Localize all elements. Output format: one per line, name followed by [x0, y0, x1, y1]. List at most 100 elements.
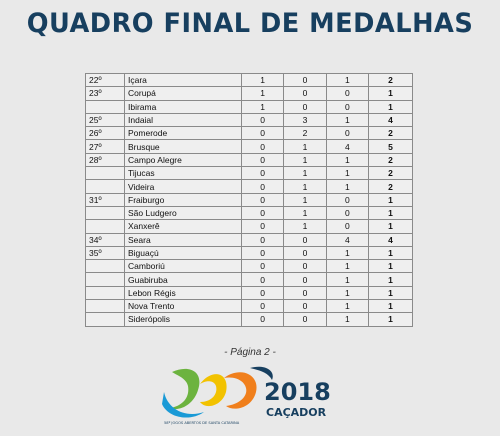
total-cell: 2: [368, 152, 413, 168]
silver-cell: 1: [283, 139, 327, 154]
bronze-cell: 1: [325, 245, 370, 261]
total-cell: 1: [368, 245, 413, 261]
total-cell: 1: [368, 99, 413, 114]
table-row: Lebon Régis 0 0 1 1: [85, 285, 413, 301]
logo-swirl-orange: [224, 372, 257, 409]
gold-cell: 0: [240, 245, 285, 261]
total-cell: 1: [368, 299, 413, 314]
rank-cell: 31º: [85, 192, 125, 207]
rank-cell: [85, 272, 125, 287]
gold-cell: 0: [240, 312, 285, 327]
city-cell: Ibirama: [124, 99, 242, 114]
bronze-cell: 1: [325, 166, 370, 181]
bronze-cell: 0: [325, 192, 370, 207]
table-row: 35º Biguaçú 0 0 1 1: [85, 245, 413, 261]
table-row: Camboriú 0 0 1 1: [85, 259, 413, 274]
gold-cell: 0: [240, 219, 285, 234]
silver-cell: 0: [283, 259, 327, 274]
gold-cell: 1: [240, 86, 285, 101]
total-cell: 1: [368, 272, 413, 287]
city-cell: São Ludgero: [124, 205, 242, 221]
bronze-cell: 1: [325, 112, 370, 128]
table-row: 34º Seara 0 0 4 4: [85, 232, 413, 247]
rank-cell: [85, 299, 125, 314]
silver-cell: 0: [283, 299, 327, 314]
bronze-cell: 1: [325, 179, 370, 194]
logo-swirl-navy: [250, 366, 273, 380]
table-row: Xanxerê 0 1 0 1: [85, 219, 413, 234]
medal-table-body: 22º Içara 1 0 1 2 23º Corupá 1 0 0 1 Ibirama 1 0 0 1 25º I…: [85, 72, 413, 327]
gold-cell: 0: [240, 126, 285, 141]
silver-cell: 0: [283, 72, 327, 88]
silver-cell: 0: [283, 86, 327, 101]
jasc-logo: 2018 CAÇADOR 58º JOGOS ABERTOS DE SANTA …: [162, 366, 331, 425]
city-cell: Biguaçú: [124, 245, 242, 261]
table-row: Ibirama 1 0 0 1: [85, 99, 413, 114]
logo-swirl-green: [170, 368, 200, 410]
logo-swirl-yellow: [200, 374, 227, 407]
medal-table: 22º Içara 1 0 1 2 23º Corupá 1 0 0 1 Ibirama 1 0 0 1 25º I…: [85, 72, 413, 327]
total-cell: 1: [368, 86, 413, 101]
city-cell: Siderópolis: [124, 312, 242, 327]
rank-cell: [85, 179, 125, 194]
total-cell: 1: [368, 312, 413, 327]
table-row: 25º Indaial 0 3 1 4: [85, 112, 413, 128]
rank-cell: [85, 259, 125, 274]
rank-cell: 28º: [85, 152, 125, 168]
rank-cell: [85, 312, 125, 327]
city-cell: Guabiruba: [124, 272, 242, 287]
table-row: São Ludgero 0 1 0 1: [85, 205, 413, 221]
gold-cell: 0: [240, 299, 285, 314]
total-cell: 5: [368, 139, 413, 154]
page-title: QUADRO FINAL DE MEDALHAS: [26, 8, 474, 39]
rank-cell: 22º: [85, 72, 125, 88]
rank-cell: 26º: [85, 126, 125, 141]
bronze-cell: 1: [325, 285, 370, 301]
total-cell: 1: [368, 259, 413, 274]
gold-cell: 0: [240, 232, 285, 247]
table-row: 31º Fraiburgo 0 1 0 1: [85, 192, 413, 207]
table-row: Videira 0 1 1 2: [85, 179, 413, 194]
total-cell: 2: [368, 126, 413, 141]
gold-cell: 0: [240, 139, 285, 154]
city-cell: Campo Alegre: [124, 152, 242, 168]
table-row: 28º Campo Alegre 0 1 1 2: [85, 152, 413, 168]
silver-cell: 0: [283, 272, 327, 287]
table-row: 22º Içara 1 0 1 2: [85, 72, 413, 88]
rank-cell: [85, 219, 125, 234]
silver-cell: 1: [283, 205, 327, 221]
silver-cell: 1: [283, 166, 327, 181]
gold-cell: 0: [240, 152, 285, 168]
total-cell: 1: [368, 219, 413, 234]
page-number: - Página 2 -: [224, 347, 276, 358]
city-cell: Lebon Régis: [124, 285, 242, 301]
total-cell: 2: [368, 72, 413, 88]
city-cell: Tijucas: [124, 166, 242, 181]
table-row: Nova Trento 0 0 1 1: [85, 299, 413, 314]
silver-cell: 0: [283, 285, 327, 301]
bronze-cell: 1: [325, 272, 370, 287]
bronze-cell: 0: [325, 219, 370, 234]
rank-cell: 27º: [85, 139, 125, 154]
gold-cell: 0: [240, 272, 285, 287]
silver-cell: 2: [283, 126, 327, 141]
silver-cell: 1: [283, 179, 327, 194]
city-cell: Xanxerê: [124, 219, 242, 234]
gold-cell: 0: [240, 112, 285, 128]
rank-cell: 23º: [85, 86, 125, 101]
rank-cell: [85, 285, 125, 301]
city-cell: Nova Trento: [124, 299, 242, 314]
bronze-cell: 4: [325, 232, 370, 247]
gold-cell: 0: [240, 179, 285, 194]
rank-cell: 34º: [85, 232, 125, 247]
total-cell: 1: [368, 285, 413, 301]
city-cell: Indaial: [124, 112, 242, 128]
logo-swirl-blue: [162, 392, 204, 418]
gold-cell: 0: [240, 285, 285, 301]
silver-cell: 0: [283, 245, 327, 261]
silver-cell: 3: [283, 112, 327, 128]
gold-cell: 1: [240, 99, 285, 114]
gold-cell: 1: [240, 72, 285, 88]
total-cell: 1: [368, 205, 413, 221]
city-cell: Pomerode: [124, 126, 242, 141]
